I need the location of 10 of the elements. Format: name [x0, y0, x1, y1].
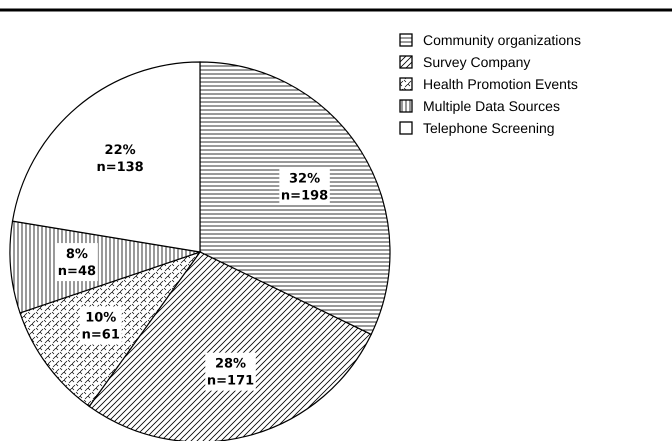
legend-label: Health Promotion Events: [423, 76, 578, 92]
data-label: 32% n=198: [280, 171, 328, 204]
legend-label: Survey Company: [423, 54, 530, 70]
data-label: 8% n=48: [58, 247, 96, 280]
legend-label: Telephone Screening: [423, 120, 555, 136]
legend-label: Multiple Data Sources: [423, 98, 560, 114]
data-label: 28% n=171: [206, 356, 254, 389]
legend-label: Community organizations: [423, 32, 581, 48]
data-label: 10% n=61: [82, 310, 120, 343]
data-label: 22% n=138: [96, 142, 144, 175]
